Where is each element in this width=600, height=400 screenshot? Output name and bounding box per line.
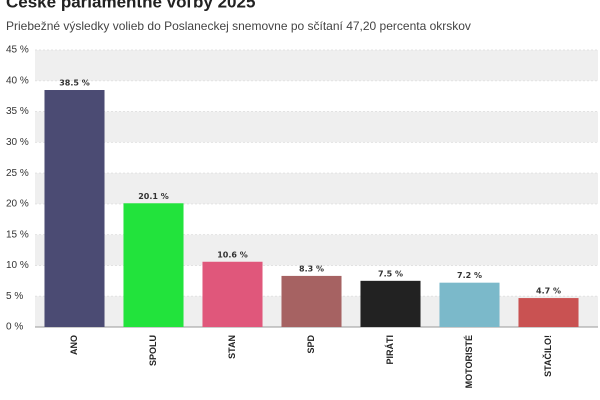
y-tick-label: 20 % [6,199,29,210]
y-tick-label: 35 % [6,106,29,117]
x-tick-label: STAN [227,335,237,359]
x-tick-label: STAČILO! [542,335,553,377]
bar [518,298,579,327]
bar [123,203,184,327]
bar [439,282,500,327]
x-tick-label: SPD [306,335,316,354]
bar [202,261,263,327]
bar [360,280,421,327]
y-tick-label: 40 % [6,75,29,86]
value-label: 10.6 % [217,250,248,259]
value-label: 7.5 % [378,269,403,278]
y-tick-label: 10 % [6,260,29,271]
y-tick-label: 45 % [6,45,29,56]
value-label: 38.5 % [59,79,90,88]
y-tick-label: 5 % [6,291,23,302]
x-tick-label: SPOLU [148,335,158,366]
value-label: 7.2 % [457,271,482,280]
value-label: 20.1 % [138,192,169,201]
x-tick-label: PIRÁTI [385,335,395,365]
y-tick-label: 30 % [6,137,29,148]
bar [44,90,105,327]
grid-band [35,111,598,143]
y-tick-label: 15 % [6,229,29,240]
grid-band [35,50,598,81]
value-label: 4.7 % [536,287,561,296]
grid-band [35,173,598,204]
x-tick-label: ANO [69,335,79,355]
chart-title: České parlamentné voľby 2025 [6,0,255,11]
chart-subtitle: Priebežné výsledky volieb do Poslaneckej… [6,19,471,33]
y-tick-label: 0 % [6,322,23,333]
bar [281,275,342,327]
x-tick-label: MOTORISTÉ [464,335,474,388]
grid-band [35,234,598,266]
y-tick-label: 25 % [6,168,29,179]
value-label: 8.3 % [299,264,324,273]
